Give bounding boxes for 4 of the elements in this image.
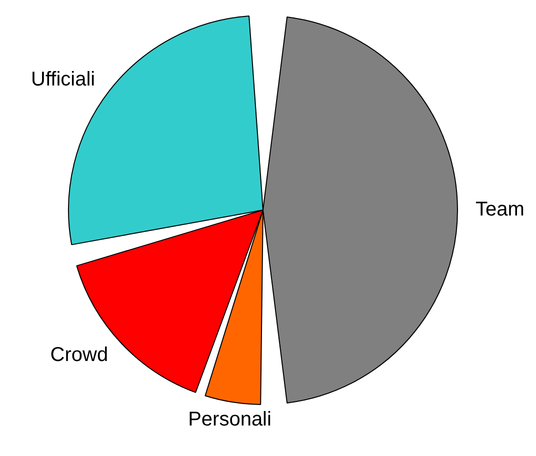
slice-label: Crowd (50, 344, 108, 366)
slice-label: Team (476, 198, 524, 221)
slice-label: Personali (188, 408, 272, 430)
slice-label: Ufficiali (31, 68, 96, 90)
